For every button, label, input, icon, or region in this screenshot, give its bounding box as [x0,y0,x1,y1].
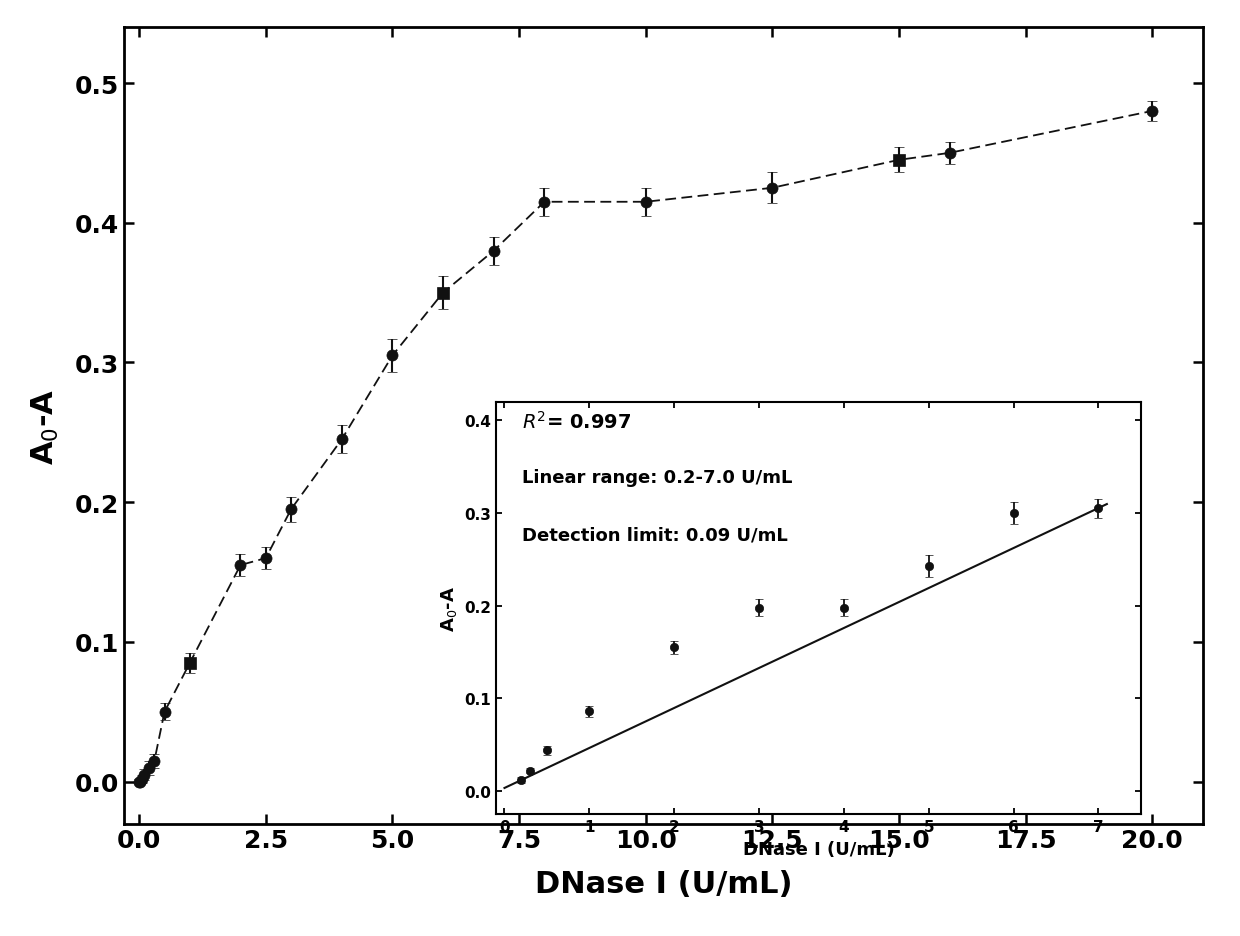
Y-axis label: A$_0$-A: A$_0$-A [30,388,61,464]
Text: Linear range: 0.2-7.0 U/mL: Linear range: 0.2-7.0 U/mL [522,468,792,487]
Text: $R^2$= 0.997: $R^2$= 0.997 [522,411,631,432]
Text: Detection limit: 0.09 U/mL: Detection limit: 0.09 U/mL [522,526,787,544]
X-axis label: DNase I (U/mL): DNase I (U/mL) [743,840,894,857]
X-axis label: DNase I (U/mL): DNase I (U/mL) [534,870,792,899]
Y-axis label: A$_0$-A: A$_0$-A [439,585,459,632]
